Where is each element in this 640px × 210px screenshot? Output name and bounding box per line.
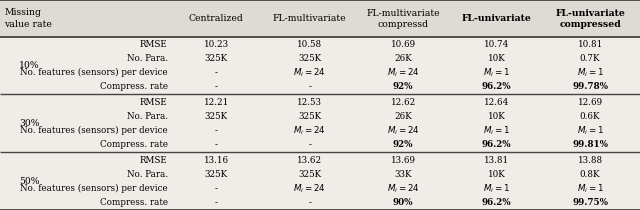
Text: No. Para.: No. Para. bbox=[127, 54, 168, 63]
Text: 325K: 325K bbox=[205, 112, 228, 121]
Text: -: - bbox=[215, 83, 218, 91]
Text: Missing
value rate: Missing value rate bbox=[4, 8, 52, 29]
Text: Compress. rate: Compress. rate bbox=[100, 140, 168, 149]
Text: 10.74: 10.74 bbox=[484, 40, 509, 49]
Text: 13.88: 13.88 bbox=[577, 156, 603, 165]
Text: 92%: 92% bbox=[393, 140, 413, 149]
Text: 10K: 10K bbox=[488, 54, 506, 63]
Text: 33K: 33K bbox=[394, 170, 412, 179]
Text: 13.16: 13.16 bbox=[204, 156, 229, 165]
Text: 26K: 26K bbox=[394, 112, 412, 121]
Text: 10K: 10K bbox=[488, 170, 506, 179]
Text: 96.2%: 96.2% bbox=[482, 140, 511, 149]
Text: $M_i = 1$: $M_i = 1$ bbox=[483, 125, 510, 137]
Text: 0.6K: 0.6K bbox=[580, 112, 600, 121]
Text: FL-univariate
compressed: FL-univariate compressed bbox=[555, 9, 625, 29]
Text: 325K: 325K bbox=[205, 54, 228, 63]
Text: 99.78%: 99.78% bbox=[572, 83, 608, 91]
Text: $M_i = 24$: $M_i = 24$ bbox=[293, 182, 326, 195]
Text: 10.23: 10.23 bbox=[204, 40, 229, 49]
Text: -: - bbox=[215, 126, 218, 135]
Text: $M_i = 24$: $M_i = 24$ bbox=[387, 125, 420, 137]
Text: -: - bbox=[215, 140, 218, 149]
Text: -: - bbox=[308, 198, 311, 207]
Text: $M_i = 1$: $M_i = 1$ bbox=[577, 67, 604, 79]
Text: No. features (sensors) per device: No. features (sensors) per device bbox=[20, 126, 168, 135]
Text: 99.75%: 99.75% bbox=[572, 198, 608, 207]
Text: 10K: 10K bbox=[488, 112, 506, 121]
Text: 96.2%: 96.2% bbox=[482, 83, 511, 91]
Text: $M_i = 1$: $M_i = 1$ bbox=[577, 182, 604, 195]
Text: 10.69: 10.69 bbox=[390, 40, 416, 49]
Text: $M_i = 24$: $M_i = 24$ bbox=[387, 182, 420, 195]
Text: Compress. rate: Compress. rate bbox=[100, 83, 168, 91]
Text: 10.81: 10.81 bbox=[577, 40, 603, 49]
Text: 13.62: 13.62 bbox=[297, 156, 323, 165]
Text: No. features (sensors) per device: No. features (sensors) per device bbox=[20, 68, 168, 77]
Text: 325K: 325K bbox=[298, 170, 321, 179]
Text: 99.81%: 99.81% bbox=[572, 140, 608, 149]
Text: 10.58: 10.58 bbox=[297, 40, 323, 49]
Text: 90%: 90% bbox=[393, 198, 413, 207]
Text: $M_i = 1$: $M_i = 1$ bbox=[577, 125, 604, 137]
Text: $M_i = 1$: $M_i = 1$ bbox=[483, 67, 510, 79]
Text: 12.64: 12.64 bbox=[484, 98, 509, 107]
Text: No. Para.: No. Para. bbox=[127, 112, 168, 121]
Text: 325K: 325K bbox=[298, 112, 321, 121]
Text: 10%: 10% bbox=[19, 61, 40, 70]
Text: FL-multivariate
compressd: FL-multivariate compressd bbox=[366, 9, 440, 29]
Text: Compress. rate: Compress. rate bbox=[100, 198, 168, 207]
Text: 30%: 30% bbox=[19, 119, 40, 128]
Text: -: - bbox=[308, 140, 311, 149]
Text: -: - bbox=[215, 68, 218, 77]
Text: $M_i = 24$: $M_i = 24$ bbox=[293, 67, 326, 79]
Text: $M_i = 1$: $M_i = 1$ bbox=[483, 182, 510, 195]
Text: RMSE: RMSE bbox=[140, 40, 168, 49]
Text: FL-univariate: FL-univariate bbox=[461, 14, 532, 23]
Text: 13.81: 13.81 bbox=[484, 156, 509, 165]
Text: 0.7K: 0.7K bbox=[580, 54, 600, 63]
Text: 12.21: 12.21 bbox=[204, 98, 229, 107]
Text: -: - bbox=[308, 83, 311, 91]
Text: 96.2%: 96.2% bbox=[482, 198, 511, 207]
Text: FL-multivariate: FL-multivariate bbox=[273, 14, 347, 23]
Text: $M_i = 24$: $M_i = 24$ bbox=[387, 67, 420, 79]
Text: No. features (sensors) per device: No. features (sensors) per device bbox=[20, 184, 168, 193]
Text: RMSE: RMSE bbox=[140, 156, 168, 165]
Text: 325K: 325K bbox=[205, 170, 228, 179]
Text: -: - bbox=[215, 198, 218, 207]
Text: 13.69: 13.69 bbox=[390, 156, 416, 165]
Text: -: - bbox=[215, 184, 218, 193]
Text: 92%: 92% bbox=[393, 83, 413, 91]
Text: RMSE: RMSE bbox=[140, 98, 168, 107]
Text: 12.62: 12.62 bbox=[390, 98, 416, 107]
Text: $M_i = 24$: $M_i = 24$ bbox=[293, 125, 326, 137]
Text: 12.53: 12.53 bbox=[297, 98, 323, 107]
Text: 325K: 325K bbox=[298, 54, 321, 63]
Text: No. Para.: No. Para. bbox=[127, 170, 168, 179]
Text: Centralized: Centralized bbox=[189, 14, 244, 23]
Text: 12.69: 12.69 bbox=[577, 98, 603, 107]
Text: 26K: 26K bbox=[394, 54, 412, 63]
Text: 50%: 50% bbox=[19, 177, 40, 186]
Text: 0.8K: 0.8K bbox=[580, 170, 600, 179]
